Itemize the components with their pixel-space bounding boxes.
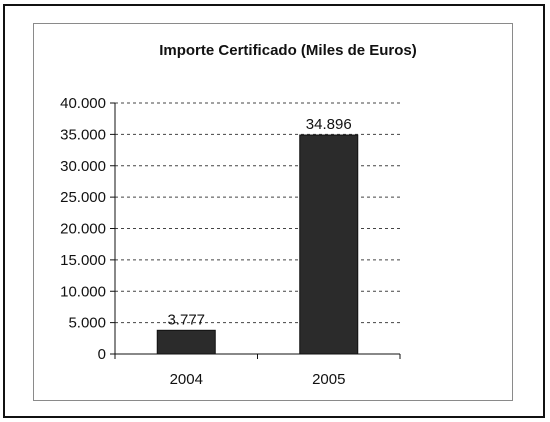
y-tick-label: 35.000 (60, 126, 106, 143)
x-tick-label: 2004 (170, 371, 203, 388)
data-label: 3.777 (167, 311, 205, 328)
bar (156, 329, 216, 355)
y-tick-label: 30.000 (60, 158, 106, 175)
y-tick-label: 20.000 (60, 221, 106, 238)
y-tick-label: 40.000 (60, 95, 106, 112)
y-tick-label: 10.000 (60, 283, 106, 300)
bars (156, 134, 359, 355)
y-tick-label: 25.000 (60, 189, 106, 206)
chart-area (33, 23, 513, 401)
labels: 0 5.000 10.000 15.000 20.000 25.000 30.000 35.0… (60, 95, 352, 388)
y-tick-label: 5.000 (68, 315, 106, 332)
data-label: 34.896 (306, 116, 352, 133)
bar (299, 134, 359, 355)
y-tick-label: 15.000 (60, 252, 106, 269)
x-tick-label: 2005 (312, 371, 345, 388)
chart-title: Importe Certificado (Miles de Euros) (159, 42, 417, 59)
y-tick-label: 0 (98, 346, 106, 363)
